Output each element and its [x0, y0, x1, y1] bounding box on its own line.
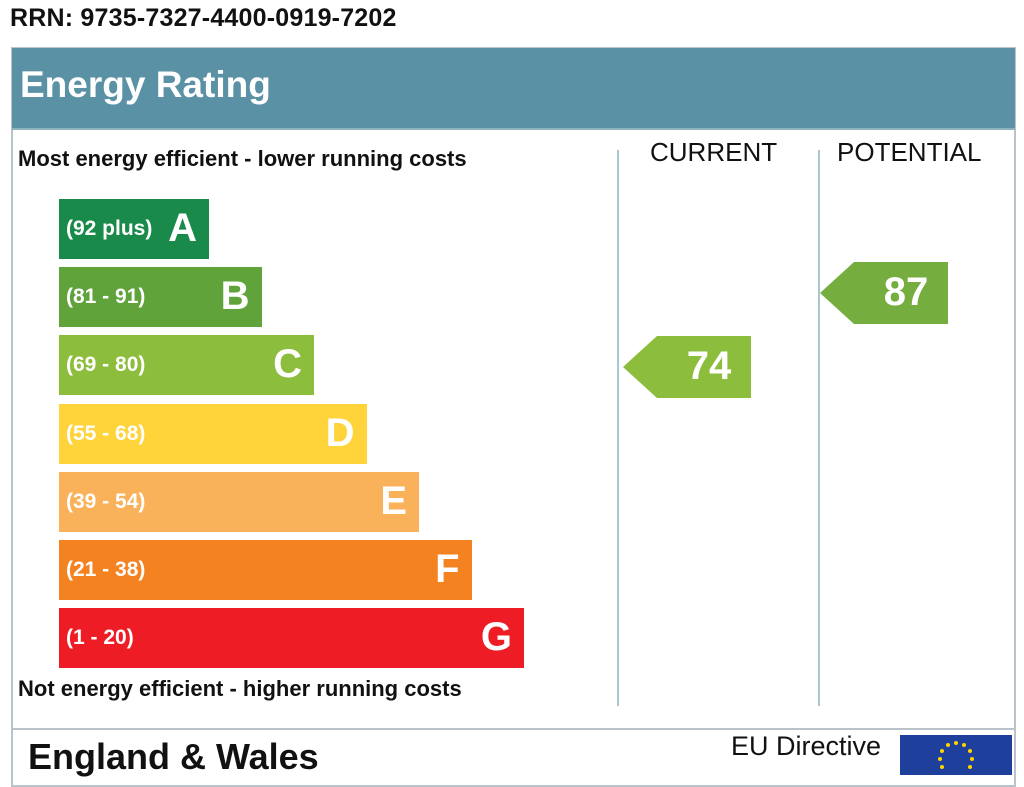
rating-value: 87	[883, 270, 929, 315]
most-efficient-caption: Most energy efficient - lower running co…	[18, 146, 467, 171]
column-divider	[617, 150, 619, 706]
band-range-label: (81 - 91)	[66, 285, 146, 309]
band-range-label: (55 - 68)	[66, 421, 146, 445]
band-letter: C	[273, 342, 302, 387]
potential-rating-arrow: 87	[820, 262, 950, 325]
band-d: (55 - 68) D	[59, 403, 367, 464]
band-letter: E	[380, 478, 407, 523]
band-letter: B	[220, 274, 250, 319]
footer-divider	[12, 728, 1015, 730]
panel-title: Energy Rating	[20, 64, 271, 105]
column-divider	[818, 150, 820, 706]
eu-directive-label: EU Directive	[731, 731, 882, 761]
band-range-label: (39 - 54)	[66, 489, 146, 513]
band-letter: D	[325, 410, 355, 455]
band-g: (1 - 20) G	[59, 608, 524, 669]
current-column-header: CURRENT	[650, 137, 778, 167]
least-efficient-caption: Not energy efficient - higher running co…	[18, 676, 462, 701]
band-a: (92 plus) A	[59, 199, 209, 259]
rrn-number: RRN: 9735-7327-4400-0919-7202	[10, 4, 397, 32]
band-f: (21 - 38) F	[59, 540, 472, 600]
band-e: (39 - 54) E	[59, 471, 419, 532]
band-range-label: (21 - 38)	[66, 558, 146, 581]
band-letter: F	[435, 547, 460, 591]
band-b: (81 - 91) B	[59, 267, 262, 328]
current-rating-arrow: 74	[623, 336, 753, 399]
band-range-label: (92 plus)	[66, 217, 153, 240]
band-range-label: (1 - 20)	[66, 626, 134, 650]
rating-value: 74	[686, 344, 732, 389]
country-label: England & Wales	[28, 736, 319, 777]
band-letter: A	[168, 206, 197, 250]
panel-header: Energy Rating	[12, 48, 1015, 130]
potential-column-header: POTENTIAL	[837, 137, 982, 167]
band-range-label: (69 - 80)	[66, 353, 146, 377]
band-c: (69 - 80) C	[59, 335, 314, 396]
band-letter: G	[480, 615, 512, 660]
eu-flag-icon	[900, 735, 1012, 775]
